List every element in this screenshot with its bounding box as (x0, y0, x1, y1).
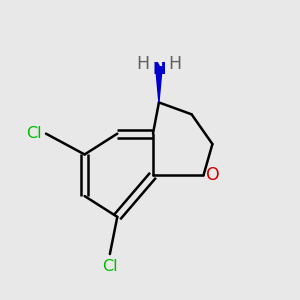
Text: H: H (169, 55, 182, 73)
Text: Cl: Cl (102, 260, 118, 274)
Text: Cl: Cl (26, 126, 41, 141)
Text: O: O (206, 166, 219, 184)
Polygon shape (156, 67, 162, 102)
Text: H: H (136, 55, 149, 73)
Text: N: N (152, 62, 166, 77)
